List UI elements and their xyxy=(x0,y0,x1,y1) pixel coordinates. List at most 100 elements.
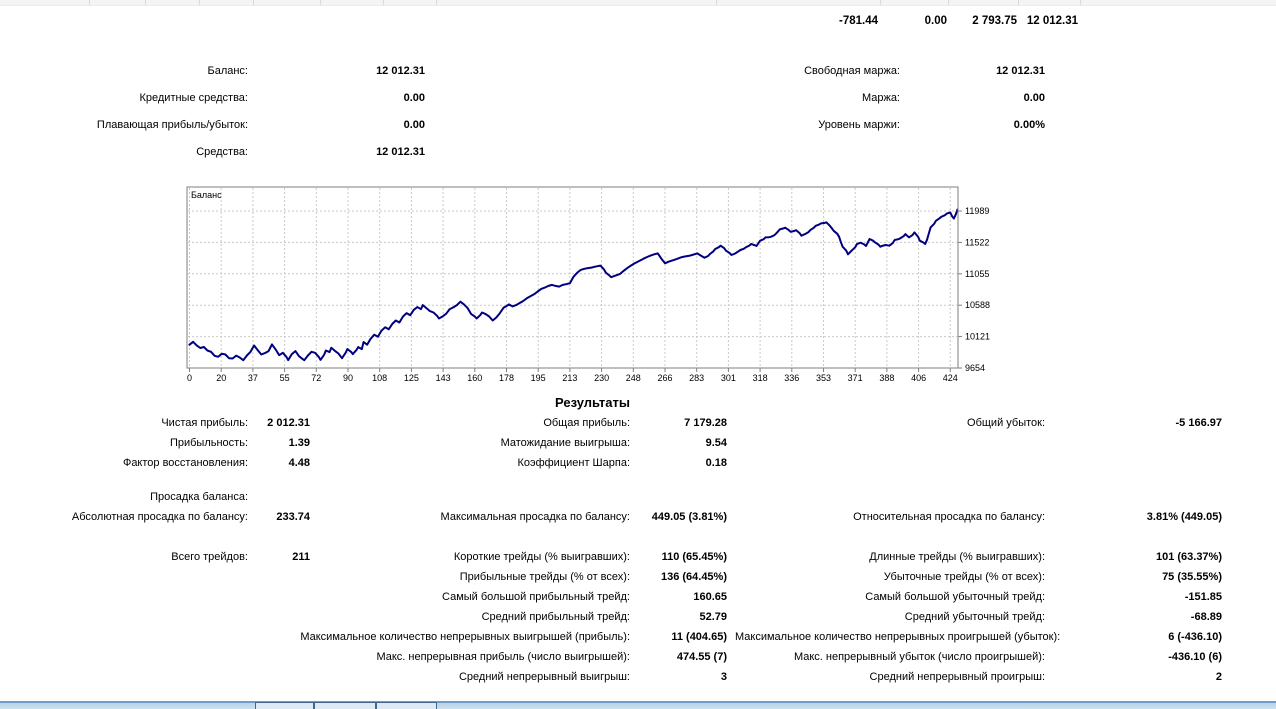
field-label: Короткие трейды (% выигравших): xyxy=(453,551,630,563)
svg-text:424: 424 xyxy=(943,373,958,383)
column-separator xyxy=(948,0,949,5)
drawdown-row: Просадка баланса: xyxy=(0,491,1276,505)
svg-text:266: 266 xyxy=(657,373,672,383)
field-label: Всего трейдов: xyxy=(171,551,248,563)
field-value: 11 (404.65) xyxy=(671,631,727,643)
field-value: 4.48 xyxy=(288,457,310,469)
field-label: Коэффициент Шарпа: xyxy=(517,457,630,469)
field-value: 75 (35.55%) xyxy=(1162,571,1222,583)
svg-text:11055: 11055 xyxy=(965,269,989,279)
field-value: 0.00 xyxy=(403,92,425,104)
top-value-commission: 0.00 xyxy=(924,15,947,27)
trade-row: Прибыльные трейды (% от всех): 136 (64.45… xyxy=(0,571,1276,585)
field-value: 233.74 xyxy=(276,511,310,523)
column-separator xyxy=(716,0,717,5)
field-label: Максимальное количество непрерывных прои… xyxy=(735,631,1061,643)
field-label: Маржа: xyxy=(861,92,900,104)
column-separator xyxy=(253,0,254,5)
result-row: Чистая прибыль: 2 012.31 Общая прибыль: 7 1… xyxy=(0,417,1276,431)
svg-text:371: 371 xyxy=(848,373,863,383)
field-label: Относительная просадка по балансу: xyxy=(853,511,1045,523)
field-label: Средний непрерывный проигрыш: xyxy=(869,671,1045,683)
bottom-tab[interactable] xyxy=(376,702,437,709)
field-label: Матожидание выигрыша: xyxy=(500,437,630,449)
field-label: Плавающая прибыль/убыток: xyxy=(96,119,248,131)
field-label: Максимальное количество непрерывных выиг… xyxy=(300,631,630,643)
field-value: 110 (65.45%) xyxy=(661,551,727,563)
field-value: 52.79 xyxy=(699,611,727,623)
bottom-tab[interactable] xyxy=(255,702,314,709)
field-value: 2 012.31 xyxy=(267,417,310,429)
svg-text:230: 230 xyxy=(594,373,609,383)
field-value: 0.00 xyxy=(1023,92,1045,104)
field-label: Баланс: xyxy=(207,65,248,77)
svg-text:406: 406 xyxy=(911,373,926,383)
field-label: Уровень маржи: xyxy=(818,119,900,131)
field-value: 12 012.31 xyxy=(376,146,425,158)
field-label: Средний непрерывный выигрыш: xyxy=(458,671,630,683)
field-label: Макс. непрерывная прибыль (число выигрыш… xyxy=(376,651,630,663)
field-value: 0.00% xyxy=(1013,119,1045,131)
svg-text:388: 388 xyxy=(879,373,894,383)
svg-text:20: 20 xyxy=(216,373,226,383)
svg-text:195: 195 xyxy=(531,373,546,383)
svg-text:301: 301 xyxy=(721,373,736,383)
svg-text:10588: 10588 xyxy=(965,300,990,310)
field-label: Самый большой убыточный трейд: xyxy=(865,591,1045,603)
field-label: Абсолютная просадка по балансу: xyxy=(71,511,248,523)
field-label: Средний прибыльный трейд: xyxy=(481,611,630,623)
field-value: 0.18 xyxy=(705,457,727,469)
bottom-tab-strip xyxy=(0,700,1276,709)
field-value: 3 xyxy=(720,671,727,683)
svg-text:11989: 11989 xyxy=(965,206,989,216)
column-separator xyxy=(1018,0,1019,5)
bottom-tab[interactable] xyxy=(314,702,376,709)
svg-text:11522: 11522 xyxy=(965,237,989,247)
svg-text:9654: 9654 xyxy=(965,363,985,373)
column-separator xyxy=(436,0,437,5)
field-value: 1.39 xyxy=(288,437,310,449)
field-label: Чистая прибыль: xyxy=(161,417,248,429)
svg-text:72: 72 xyxy=(311,373,321,383)
svg-text:213: 213 xyxy=(562,373,577,383)
trade-row: Средний непрерывный выигрыш: 3 Средний неп… xyxy=(0,671,1276,685)
column-separator xyxy=(320,0,321,5)
svg-text:90: 90 xyxy=(343,373,353,383)
result-row: Прибыльность: 1.39 Матожидание выигрыша: 9.… xyxy=(0,437,1276,451)
field-value: 211 xyxy=(292,551,310,563)
svg-text:37: 37 xyxy=(248,373,258,383)
column-separator xyxy=(383,0,384,5)
svg-text:Баланс: Баланс xyxy=(191,190,222,200)
table-header-strip xyxy=(0,0,1276,6)
field-value: 6 (-436.10) xyxy=(1168,631,1222,643)
svg-text:108: 108 xyxy=(372,373,387,383)
field-value: 9.54 xyxy=(705,437,727,449)
field-label: Самый большой прибыльный трейд: xyxy=(442,591,630,603)
drawdown-row: Абсолютная просадка по балансу: 233.74 Мак… xyxy=(0,511,1276,525)
field-label: Средний убыточный трейд: xyxy=(904,611,1045,623)
field-label: Средства: xyxy=(196,146,248,158)
field-label: Кредитные средства: xyxy=(139,92,248,104)
field-label: Длинные трейды (% выигравших): xyxy=(869,551,1045,563)
field-label: Прибыльные трейды (% от всех): xyxy=(459,571,630,583)
top-value-balance: 12 012.31 xyxy=(1026,15,1078,27)
field-value: 449.05 (3.81%) xyxy=(651,511,727,523)
field-label: Максимальная просадка по балансу: xyxy=(440,511,630,523)
account-row: Баланс: 12 012.31 Свободная маржа: 12 012.3… xyxy=(0,65,1276,79)
field-value: 474.55 (7) xyxy=(676,651,727,663)
trade-row: Макс. непрерывная прибыль (число выигрыш… xyxy=(0,651,1276,665)
field-value: 101 (63.37%) xyxy=(1155,551,1222,563)
field-label: Общая прибыль: xyxy=(543,417,630,429)
svg-text:248: 248 xyxy=(626,373,641,383)
result-row: Фактор восстановления: 4.48 Коэффициент Ша… xyxy=(0,457,1276,471)
svg-text:143: 143 xyxy=(436,373,451,383)
field-value: 3.81% (449.05) xyxy=(1146,511,1222,523)
field-value: -436.10 (6) xyxy=(1168,651,1222,663)
field-value: 7 179.28 xyxy=(684,417,727,429)
svg-text:10121: 10121 xyxy=(965,332,990,342)
column-separator xyxy=(1080,0,1081,5)
field-label: Просадка баланса: xyxy=(150,491,248,503)
column-separator xyxy=(145,0,146,5)
balance-chart-svg: 0 20 37 55 72 90 108 125 143 160 178 195 213 230 248 26… xyxy=(186,186,990,383)
